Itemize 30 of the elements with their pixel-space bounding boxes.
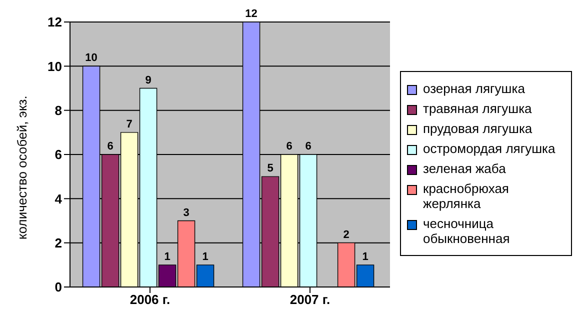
data-label: 1 [164, 250, 170, 263]
legend-label: остромордая лягушка [423, 141, 556, 156]
data-label: 6 [107, 140, 114, 152]
y-tick-label: 2 [54, 235, 62, 250]
legend-label: краснобрюхая жерлянка [423, 181, 510, 211]
y-tick-label: 4 [54, 191, 63, 206]
legend-label: озерная лягушка [423, 81, 525, 96]
legend-label: чесночница обыкновенная [423, 216, 511, 246]
data-label: 1 [202, 250, 208, 263]
y-tick-label: 6 [54, 147, 62, 162]
y-tick-label: 10 [48, 58, 62, 74]
data-label: 1 [362, 250, 368, 263]
data-label: 12 [245, 8, 258, 20]
legend-label: травяная лягушка [423, 101, 532, 116]
legend-label: зеленая жаба [423, 161, 506, 176]
data-label: 10 [85, 52, 98, 64]
data-label: 2 [343, 228, 350, 241]
y-tick-label: 12 [48, 14, 62, 30]
x-tick-label: 2006 г. [130, 292, 170, 308]
data-label: 6 [305, 140, 312, 152]
data-label: 7 [126, 118, 132, 130]
data-label: 6 [286, 140, 292, 152]
y-axis-title: количество особей, экз. [14, 96, 30, 240]
data-label: 5 [267, 162, 274, 175]
y-tick-label: 8 [54, 102, 62, 118]
legend-label: прудовая лягушка [423, 121, 532, 136]
x-tick-label: 2007 г. [290, 292, 330, 308]
data-label: 3 [183, 206, 190, 219]
y-tick-label: 0 [54, 280, 62, 295]
data-label: 9 [145, 74, 152, 86]
